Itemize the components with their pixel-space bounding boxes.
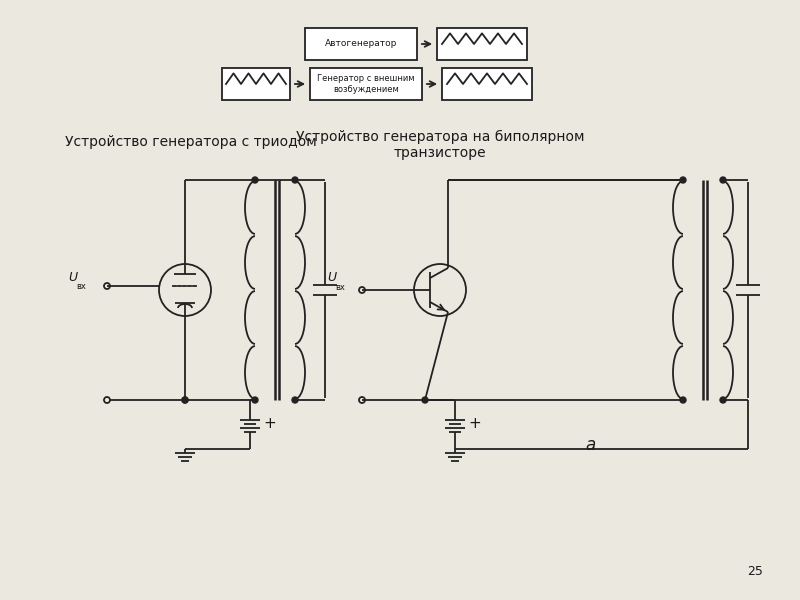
Circle shape [182,397,188,403]
Bar [310,68,422,100]
Text: вх: вх [76,282,86,291]
Text: Генератор с внешним
возбуждением: Генератор с внешним возбуждением [318,74,414,94]
Circle shape [292,397,298,403]
Text: вх: вх [335,283,345,292]
Text: Устройство генератора на биполярном
транзисторе: Устройство генератора на биполярном тран… [296,130,584,160]
Bar [437,28,527,60]
Bar [222,68,290,100]
Circle shape [422,397,428,403]
Circle shape [252,397,258,403]
Text: 25: 25 [747,565,763,578]
Circle shape [680,397,686,403]
Circle shape [252,177,258,183]
Bar [442,68,532,100]
Text: Автогенератор: Автогенератор [325,40,397,49]
Circle shape [720,397,726,403]
Text: +: + [469,415,482,431]
Text: U: U [327,271,336,284]
Circle shape [680,177,686,183]
Bar [305,28,417,60]
Circle shape [720,177,726,183]
Text: а: а [585,436,595,454]
Text: +: + [264,415,276,431]
Text: U: U [68,271,77,284]
Circle shape [292,177,298,183]
Circle shape [182,397,188,403]
Text: Устройство генератора с триодом: Устройство генератора с триодом [65,135,317,149]
